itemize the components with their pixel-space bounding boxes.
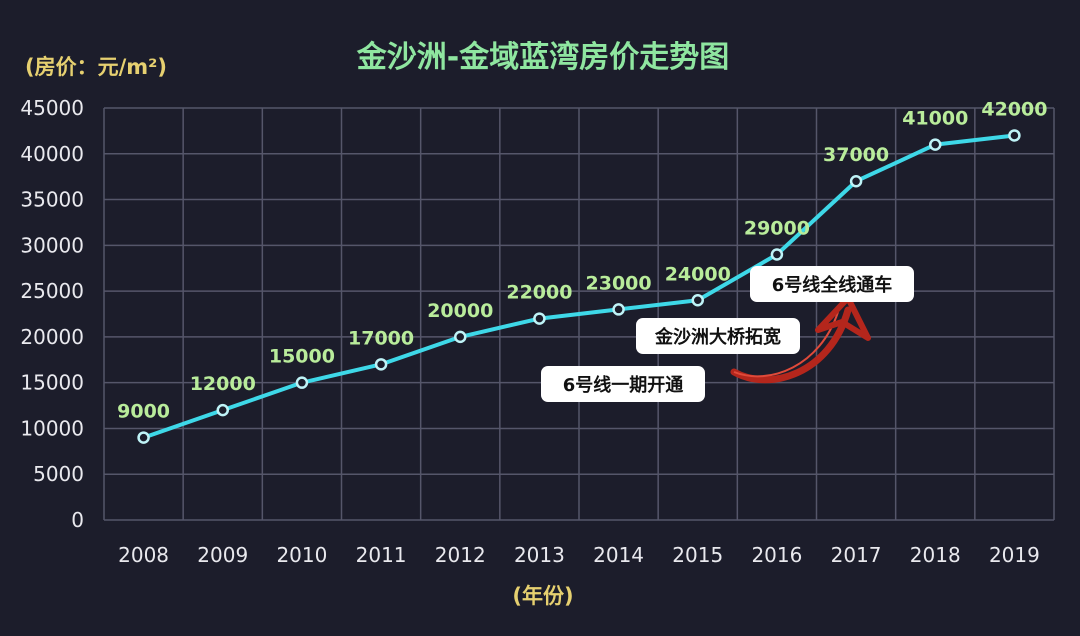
grid [103,107,1055,521]
data-label: 17000 [348,327,414,349]
y-tick-label: 20000 [20,325,84,349]
x-tick-label: 2013 [514,543,565,567]
series-line-layer [137,129,1021,444]
annotation-quanxian: 6号线全线通车 [750,266,914,302]
data-point [770,248,784,261]
x-tick-label: 2008 [118,543,169,567]
annotation-yiqi: 6号线一期开通 [541,366,705,402]
x-tick-label: 2017 [831,543,882,567]
y-axis-label: (房价：元/m²) [25,55,167,79]
svg-text:金沙洲大桥拓宽: 金沙洲大桥拓宽 [654,326,781,348]
x-tick-label: 2009 [197,543,248,567]
data-label: 42000 [981,98,1047,120]
x-tick-label: 2012 [435,543,486,567]
x-tick-label: 2014 [593,543,644,567]
data-label: 37000 [823,144,889,166]
series-line [142,133,1015,440]
data-point [295,376,309,389]
data-point [454,330,467,344]
data-point [849,174,863,188]
x-tick-label: 2019 [989,543,1040,567]
y-tick-label: 25000 [20,279,84,303]
chart-title: 金沙洲-金域蓝湾房价走势图 [356,40,729,75]
y-tick-label: 30000 [20,233,84,257]
data-label: 23000 [586,272,652,294]
x-axis-label: (年份) [512,584,573,608]
data-point [137,431,150,444]
data-point [216,403,229,417]
x-tick-label: 2010 [276,543,327,567]
axis-ticks: 0 5000 10000 15000 20000 25000 30000 35000 40000… [20,96,1039,567]
data-point [929,138,942,151]
y-tick-label: 10000 [20,416,84,440]
y-tick-label: 5000 [33,462,84,486]
data-point [691,294,704,307]
y-tick-label: 15000 [20,371,84,395]
data-label: 22000 [506,282,572,304]
data-label: 20000 [427,300,493,322]
y-tick-label: 35000 [20,188,84,212]
x-tick-label: 2018 [910,543,961,567]
data-label: 9000 [117,401,170,423]
svg-text:6号线一期开通: 6号线一期开通 [563,374,684,396]
data-label: 24000 [665,263,731,285]
data-label: 29000 [744,217,810,239]
data-point [374,358,388,371]
data-label: 41000 [902,108,968,130]
x-tick-label: 2015 [672,543,723,567]
data-label: 12000 [190,373,256,395]
x-tick-label: 2016 [751,543,802,567]
data-point [612,303,625,316]
x-tick-label: 2011 [356,543,407,567]
annotation-arrow [730,295,871,384]
data-point [1008,129,1021,142]
y-tick-label: 40000 [20,142,84,166]
data-point [533,312,546,325]
svg-text:6号线全线通车: 6号线全线通车 [772,274,893,296]
y-tick-label: 0 [71,508,84,532]
annotation-daqiao: 金沙洲大桥拓宽 [636,318,800,354]
data-label: 15000 [269,346,335,368]
y-tick-label: 45000 [20,96,84,120]
data-labels: 9000 12000 15000 17000 20000 22000 23000 24000 2… [117,98,1047,422]
